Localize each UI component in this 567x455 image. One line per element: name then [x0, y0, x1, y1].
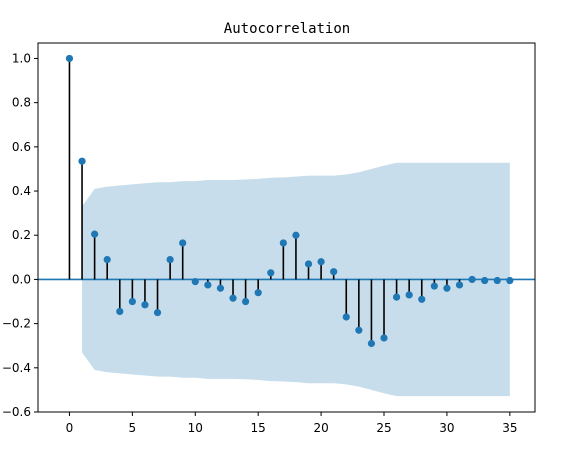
point-lag-15 — [254, 289, 262, 297]
y-tick-label-2: −0.2 — [2, 317, 31, 331]
point-lag-12 — [216, 284, 225, 292]
chart-title: Autocorrelation — [224, 21, 350, 37]
x-tick-label-35: 35 — [502, 421, 517, 435]
y-tick-label-8: 1.0 — [12, 51, 31, 65]
point-lag-34 — [493, 276, 501, 285]
x-tick-label-10: 10 — [188, 421, 203, 435]
point-lag-7 — [153, 308, 162, 317]
point-lag-33 — [481, 276, 489, 285]
point-lag-17 — [279, 239, 287, 247]
y-tick-label-7: 0.8 — [12, 96, 31, 110]
point-lag-5 — [128, 297, 136, 306]
point-lag-18 — [292, 231, 300, 239]
stem-layer — [68, 58, 511, 344]
point-lag-10 — [191, 278, 199, 286]
point-lag-22 — [342, 313, 350, 321]
x-tick-label-25: 25 — [376, 421, 391, 435]
point-lag-1 — [78, 157, 86, 165]
point-lag-20 — [317, 258, 325, 266]
point-lag-14 — [242, 297, 250, 306]
point-lag-26 — [392, 293, 401, 301]
y-tick-label-1: −0.4 — [2, 361, 31, 375]
point-lag-9 — [179, 239, 187, 247]
y-tick-label-6: 0.6 — [12, 140, 31, 154]
point-layer — [65, 54, 514, 348]
point-lag-35 — [506, 276, 514, 285]
y-tick-label-5: 0.4 — [12, 184, 31, 198]
point-lag-21 — [330, 268, 338, 276]
point-lag-8 — [166, 255, 174, 264]
point-lag-3 — [103, 255, 111, 264]
point-lag-13 — [229, 294, 237, 302]
point-lag-29 — [430, 282, 438, 290]
y-tick-label-0: −0.6 — [2, 405, 31, 419]
point-lag-31 — [455, 281, 464, 289]
point-lag-27 — [405, 291, 413, 299]
x-tick-label-20: 20 — [313, 421, 328, 435]
point-lag-28 — [418, 295, 426, 303]
point-lag-30 — [443, 284, 451, 292]
y-tick-label-3: 0.0 — [12, 272, 31, 286]
point-lag-19 — [304, 260, 313, 268]
point-lag-4 — [116, 307, 124, 316]
point-lag-2 — [91, 230, 99, 238]
point-lag-23 — [355, 326, 363, 334]
point-lag-6 — [141, 301, 149, 309]
y-tick-label-4: 0.2 — [12, 228, 31, 242]
point-lag-32 — [468, 275, 476, 284]
point-lag-0 — [65, 54, 74, 63]
point-lag-24 — [367, 339, 376, 348]
x-tick-label-30: 30 — [439, 421, 454, 435]
point-lag-11 — [204, 281, 212, 289]
x-tick-label-5: 5 — [129, 421, 137, 435]
point-lag-25 — [380, 334, 388, 342]
point-lag-16 — [267, 269, 275, 277]
axes-layer: 0 5 10 15 20 25 30 35 −0.6 −0.4 −0.2 0.0 0.2 0.4 0.6 0.… — [2, 42, 536, 435]
x-tick-label-0: 0 — [66, 421, 74, 435]
x-tick-label-15: 15 — [251, 421, 266, 435]
plot-frame — [37, 42, 536, 413]
